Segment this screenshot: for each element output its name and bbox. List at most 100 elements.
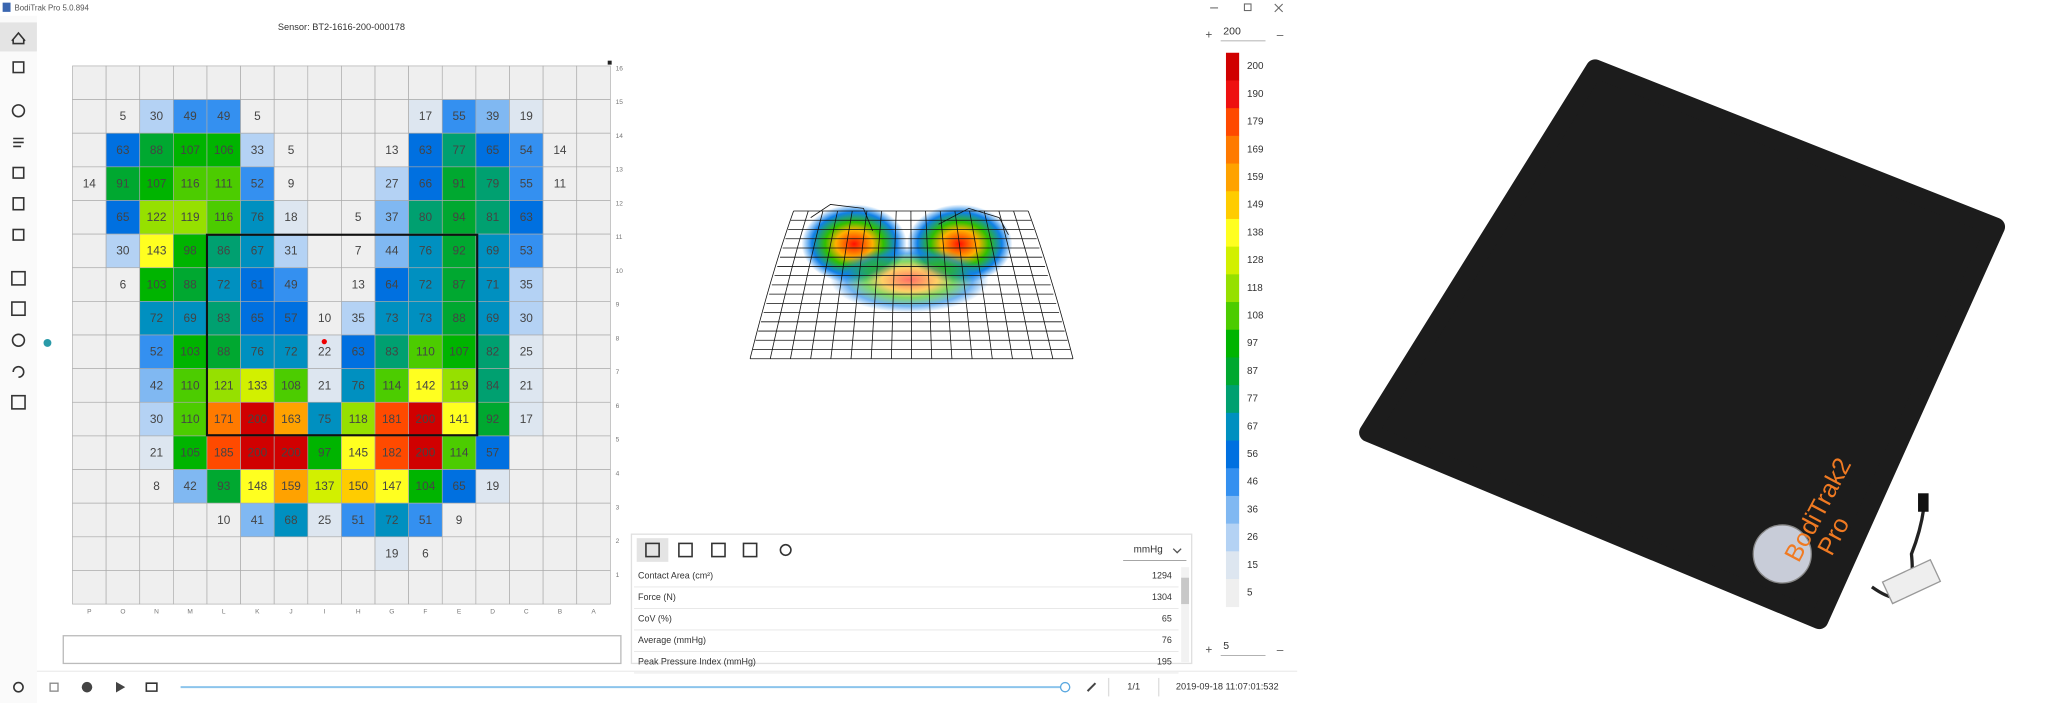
- panel-handle[interactable]: [43, 338, 52, 347]
- scale-max[interactable]: 200: [1223, 25, 1241, 37]
- sensor-cell: [509, 233, 544, 269]
- stat-label: Contact Area (cm²): [638, 571, 713, 581]
- scale-label: 5: [1247, 587, 1253, 598]
- row-label: 15: [616, 99, 624, 106]
- scale-swatch: [1225, 191, 1240, 220]
- scale-swatch: [1225, 274, 1240, 303]
- scale-swatch: [1225, 357, 1240, 386]
- wire-line: [910, 211, 912, 359]
- cell-value: 122: [147, 210, 167, 224]
- cell-value: 88: [184, 277, 198, 291]
- column-label: B: [558, 609, 563, 616]
- cell-value: 171: [214, 412, 234, 426]
- sensor-cell: [509, 536, 544, 571]
- wire-line: [749, 210, 794, 359]
- sensor-cell: [441, 166, 477, 201]
- scale-plus[interactable]: +: [1205, 28, 1212, 42]
- sensor-cell: [240, 267, 275, 302]
- logo-badge: [1752, 524, 1812, 584]
- cell-value: 65: [452, 479, 466, 493]
- scrollbar[interactable]: [1181, 567, 1190, 663]
- sensor-cell: [576, 570, 611, 605]
- cell-value: 72: [150, 311, 163, 325]
- edit-button[interactable]: [1086, 682, 1097, 692]
- scale-swatch: [1225, 135, 1240, 164]
- grid-button[interactable]: [49, 682, 59, 692]
- scale-minus[interactable]: –: [1277, 642, 1284, 656]
- sensor-cell: [509, 166, 544, 201]
- record-button[interactable]: [81, 681, 93, 693]
- cell-value: 64: [385, 277, 399, 291]
- sensor-cell: [475, 200, 510, 235]
- scale-label: 26: [1247, 532, 1258, 543]
- notes-input[interactable]: [62, 635, 622, 665]
- cell-value: 79: [486, 176, 500, 190]
- cell-value: 35: [520, 277, 534, 291]
- cell-value: 143: [147, 244, 167, 258]
- sensor-cell: [173, 166, 208, 201]
- sensor-cell: [374, 233, 409, 269]
- scale-label: 138: [1247, 227, 1264, 238]
- sensor-cell: [105, 401, 141, 437]
- row-label: 4: [616, 471, 620, 478]
- column-label: E: [457, 609, 462, 616]
- sensor-cell: [105, 536, 141, 571]
- cell-value: 61: [251, 277, 265, 291]
- cell-value: 25: [318, 513, 332, 527]
- sensor-cell: [509, 469, 544, 504]
- sensor-cell: [576, 267, 611, 302]
- scale-plus[interactable]: +: [1205, 642, 1212, 656]
- cell-value: 82: [486, 345, 499, 359]
- row-label: 6: [616, 403, 620, 410]
- scale-label: 46: [1247, 477, 1258, 488]
- sensor-cell: [576, 334, 611, 369]
- scale-label: 179: [1247, 117, 1264, 128]
- sensor-cell: [341, 536, 376, 571]
- sensor-cell: [139, 233, 174, 269]
- cell-value: 86: [217, 244, 231, 258]
- sensor-cell: [341, 435, 376, 470]
- wire-line: [830, 210, 853, 359]
- scroll-thumb[interactable]: [1181, 577, 1190, 605]
- cell-value: 42: [184, 479, 197, 493]
- row-label: 14: [616, 133, 624, 140]
- sensor-cell: [72, 267, 107, 302]
- cell-value: 92: [452, 244, 465, 258]
- scale-min[interactable]: 5: [1223, 640, 1229, 652]
- play-button[interactable]: [116, 681, 126, 693]
- cell-value: 159: [281, 479, 301, 493]
- 3d-view: [749, 204, 1074, 360]
- sensor-cell: [441, 233, 477, 269]
- wire-line: [983, 210, 1013, 359]
- sensor-cell: [441, 99, 477, 134]
- row-label: 8: [616, 335, 620, 342]
- stat-label: Peak Pressure Index (mmHg): [638, 657, 756, 667]
- cell-value: 22: [318, 345, 331, 359]
- cell-value: 145: [348, 446, 368, 460]
- cell-value: 88: [452, 311, 466, 325]
- sensor-cell: [273, 99, 309, 134]
- sidebar-icons[interactable]: [11, 31, 26, 693]
- stat-label: Force (N): [638, 592, 676, 602]
- scale-label: 190: [1247, 89, 1264, 100]
- row-label: 5: [616, 437, 620, 444]
- region-box[interactable]: [205, 233, 479, 437]
- window-controls[interactable]: [1210, 3, 1284, 13]
- view-button-active[interactable]: [636, 538, 669, 562]
- timeline-handle[interactable]: [1059, 681, 1071, 693]
- unit-dropdown[interactable]: [1172, 548, 1182, 554]
- sensor-cell: [374, 65, 409, 100]
- sensor-cell: [273, 233, 309, 269]
- cell-value: 104: [416, 479, 436, 493]
- loop-button[interactable]: [145, 682, 158, 692]
- cell-value: 57: [284, 311, 297, 325]
- scale-minus[interactable]: –: [1277, 28, 1284, 42]
- column-label: D: [490, 609, 495, 616]
- cell-value: 54: [520, 143, 534, 157]
- column-label: H: [356, 609, 361, 616]
- unit[interactable]: mmHg: [1134, 545, 1163, 556]
- scale-swatch: [1225, 163, 1240, 192]
- sensor-cell: [307, 536, 342, 571]
- view-buttons[interactable]: [645, 542, 792, 558]
- sensor-cell: [542, 334, 578, 369]
